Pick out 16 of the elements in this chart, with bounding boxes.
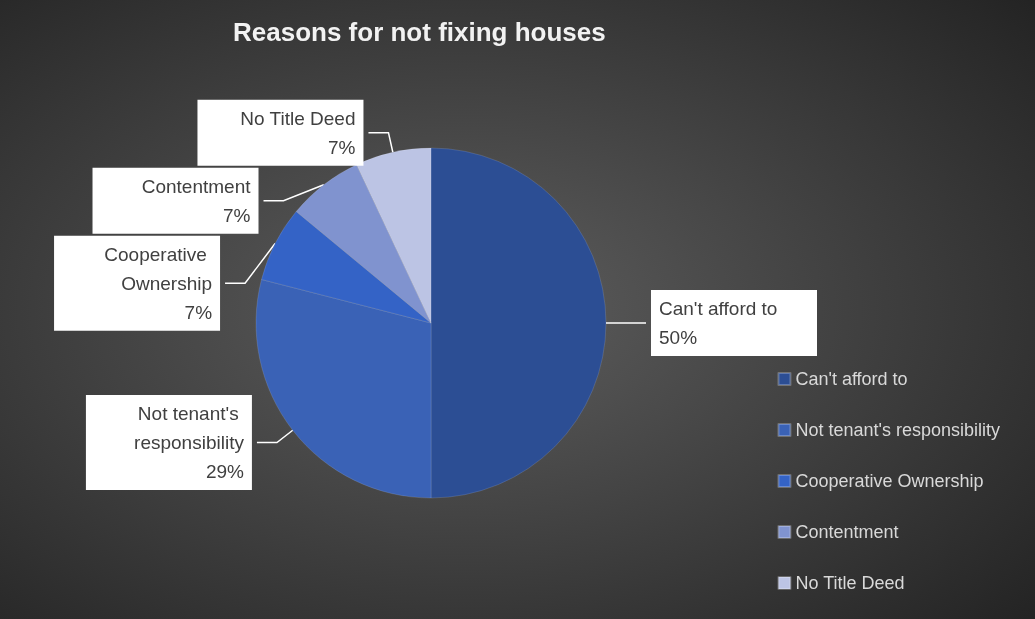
data-label: 7%	[184, 301, 213, 323]
data-label: 7%	[223, 204, 251, 226]
legend-label: Not tenant's responsibility	[795, 420, 1001, 440]
data-label: 50%	[659, 327, 698, 348]
legend-label: Can't afford to	[795, 369, 908, 389]
slice-label: Cooperative Ownership	[104, 243, 213, 294]
slice-label: Can't afford to	[659, 298, 778, 319]
slice-label: No Title Deed	[240, 107, 356, 129]
data-label: 29%	[205, 461, 245, 483]
legend-label: No Title Deed	[795, 573, 905, 593]
legend-label: Cooperative Ownership	[795, 471, 984, 491]
slice-label: Not tenant's responsibility	[134, 403, 245, 454]
data-label: 7%	[327, 136, 356, 158]
legend-label: Contentment	[795, 522, 899, 542]
chart-title: Reasons for not fixing houses	[233, 17, 606, 47]
slice-label: Contentment	[141, 175, 252, 197]
